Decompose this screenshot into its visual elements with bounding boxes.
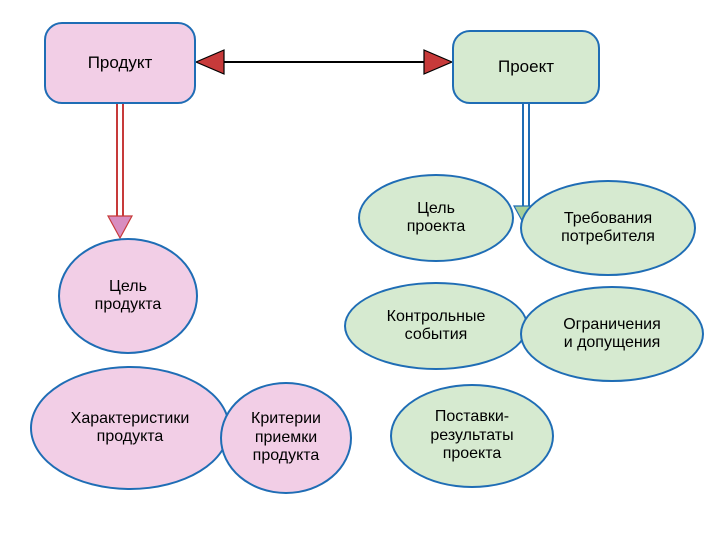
project-milestones-label: Контрольные события [381, 304, 492, 349]
product-char-label: Характеристики продукта [65, 406, 196, 451]
product-down-arrowhead [108, 216, 132, 238]
top-connector-arrow-left [196, 50, 224, 74]
product-crit-ellipse: Критерии приемки продукта [220, 382, 352, 494]
project-req-ellipse: Требования потребителя [520, 180, 696, 276]
project-goal-ellipse: Цель проекта [358, 174, 514, 262]
product-goal-label: Цель продукта [89, 274, 168, 319]
product-box: Продукт [44, 22, 196, 104]
project-deliverables-label: Поставки- результаты проекта [424, 404, 519, 467]
product-crit-label: Критерии приемки продукта [245, 406, 327, 469]
project-milestones-ellipse: Контрольные события [344, 282, 528, 370]
top-connector-arrow-right [424, 50, 452, 74]
product-box-label: Продукт [82, 49, 159, 77]
project-deliverables-ellipse: Поставки- результаты проекта [390, 384, 554, 488]
project-req-label: Требования потребителя [555, 206, 661, 251]
project-constraints-label: Ограничения и допущения [557, 312, 667, 357]
project-goal-label: Цель проекта [401, 196, 472, 241]
product-char-ellipse: Характеристики продукта [30, 366, 230, 490]
project-constraints-ellipse: Ограничения и допущения [520, 286, 704, 382]
product-goal-ellipse: Цель продукта [58, 238, 198, 354]
project-box-label: Проект [492, 53, 560, 81]
project-box: Проект [452, 30, 600, 104]
